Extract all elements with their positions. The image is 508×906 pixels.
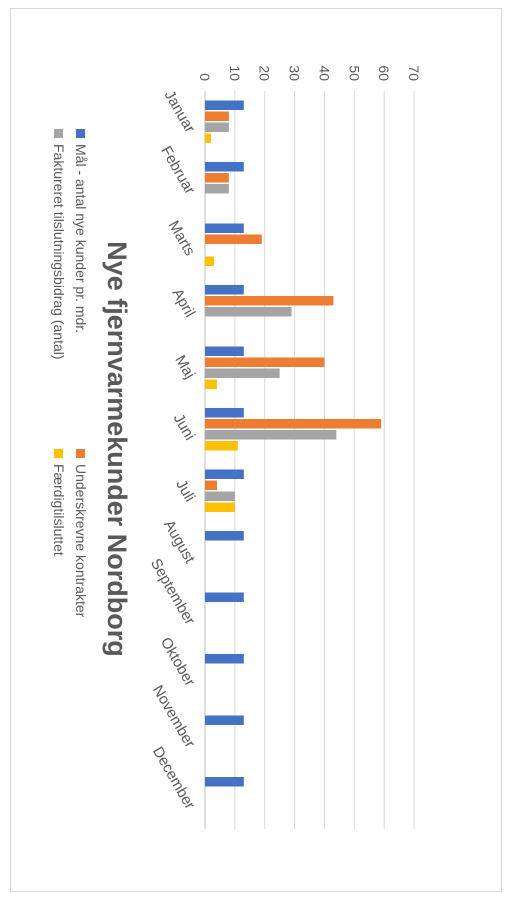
bar-marts-series-1 (205, 223, 244, 233)
bar-marts-series-4 (205, 256, 214, 266)
bar-januar-series-4 (205, 133, 211, 143)
category-label-maj: Maj (171, 352, 198, 381)
bar-juni-series-2 (204, 419, 382, 429)
bar-april-series-1 (205, 285, 244, 295)
bar-maj-series-3 (204, 368, 280, 378)
bar-april-series-3 (204, 307, 292, 317)
bar-juli-series-1 (205, 469, 244, 479)
bar-juli-series-4 (205, 502, 235, 512)
legend-swatch-3 (54, 129, 63, 138)
bar-december-series-1 (205, 777, 244, 787)
bar-juli-series-2 (205, 480, 217, 490)
bar-september-series-1 (205, 592, 244, 602)
category-label-april: April (169, 286, 199, 320)
y-tick-label-10: 10 (227, 65, 243, 81)
bar-februar-series-2 (204, 173, 229, 183)
bar-maj-series-1 (205, 346, 244, 356)
category-label-december: December (149, 744, 198, 812)
category-label-februar: Februar (157, 143, 198, 197)
category-label-marts: Marts (165, 218, 198, 259)
category-label-januar: Januar (161, 88, 199, 136)
y-tick-label-70: 70 (406, 65, 422, 81)
legend-label-1: Mål - antal nye kunder pr. mdr. (73, 144, 89, 333)
bar-januar-series-3 (204, 122, 229, 132)
bar-maj-series-4 (205, 379, 217, 389)
category-label-november: November (149, 682, 198, 750)
bar-marts-series-2 (205, 234, 262, 244)
bar-februar-series-1 (205, 162, 244, 172)
legend-label-2: Underskrevne kontrakter (73, 464, 89, 618)
bar-juni-series-1 (205, 408, 244, 418)
y-tick-label-40: 40 (316, 65, 332, 81)
y-tick-label-20: 20 (257, 65, 273, 81)
category-label-august: August (160, 517, 198, 567)
bar-juli-series-3 (205, 491, 235, 501)
bar-januar-series-2 (204, 111, 229, 121)
y-tick-label-0: 0 (197, 73, 213, 81)
y-tick-label-30: 30 (287, 65, 303, 81)
category-label-oktober: Oktober (157, 635, 198, 690)
category-label-juni: Juni (170, 411, 198, 443)
chart-title: Nye fjernvarmekunder Nordborg (102, 241, 132, 657)
legend-label-3: Faktureret tilslutningsbidrag (antal) (51, 144, 67, 360)
bar-februar-series-3 (204, 184, 229, 194)
category-label-september: September (147, 556, 198, 628)
bar-juni-series-3 (205, 430, 337, 440)
category-label-juli: Juli (172, 477, 198, 505)
legend-swatch-2 (76, 449, 85, 458)
bar-oktober-series-1 (205, 654, 244, 664)
bar-januar-series-1 (205, 100, 244, 110)
chart-frame: 0 10 20 30 40 50 60 70 Januar Februar Marts April M… (10, 8, 502, 892)
legend-swatch-1 (76, 129, 85, 138)
y-tick-label-60: 60 (376, 65, 392, 81)
legend-swatch-4 (54, 449, 63, 458)
bar-april-series-2 (205, 296, 334, 306)
bar-chart: 0 10 20 30 40 50 60 70 Januar Februar Marts April M… (51, 65, 422, 829)
y-tick-label-50: 50 (346, 65, 362, 81)
bar-maj-series-2 (205, 357, 325, 367)
legend-label-4: Færdigtilsluttet (51, 464, 67, 556)
bar-juni-series-4 (205, 441, 238, 451)
bar-november-series-1 (205, 715, 244, 725)
bar-august-series-1 (205, 531, 244, 541)
